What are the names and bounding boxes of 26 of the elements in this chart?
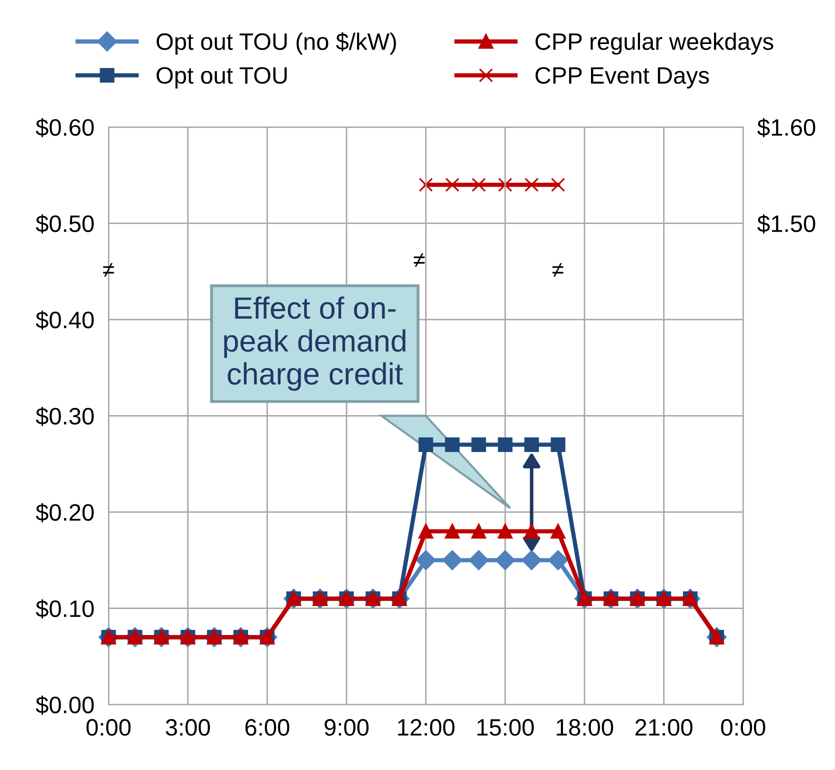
y-tick-label: $0.50 [36,214,94,234]
x-tick-label: 3:00 [166,719,210,736]
annotation: ≠ [414,253,425,267]
y-tick-label: $0.00 [36,696,94,715]
y-tick-label: $0.10 [36,599,94,618]
x-tick-label: 6:00 [245,719,290,736]
x-tick-label: 21:00 [635,719,692,736]
x-tick-label: 0:00 [86,719,131,736]
x-tick-label: 18:00 [556,719,614,736]
y2-tick-label: $1.60 [757,118,816,138]
y-tick-label: $0.20 [36,503,94,522]
x-tick-label: 0:00 [721,719,766,736]
legend-label: CPP Event Days [536,67,709,88]
y-tick-label: $0.30 [36,406,94,426]
y-tick-label: $0.40 [36,310,94,330]
y-tick-label: $0.60 [36,118,94,138]
annotation: ≠ [103,263,114,277]
x-tick-label: 9:00 [324,719,369,736]
y2-tick-label: $1.50 [757,214,816,234]
annotation: ≠ [552,263,564,277]
x-tick-label: 15:00 [477,719,534,736]
annotation: Effect of on- peak demand charge credit [224,296,406,391]
x-tick-label: 12:00 [398,719,454,736]
legend-label: Opt out TOU [156,67,287,88]
legend-label: CPP regular weekdays [536,32,774,55]
legend-label: Opt out TOU (no $/kW) [156,32,396,55]
